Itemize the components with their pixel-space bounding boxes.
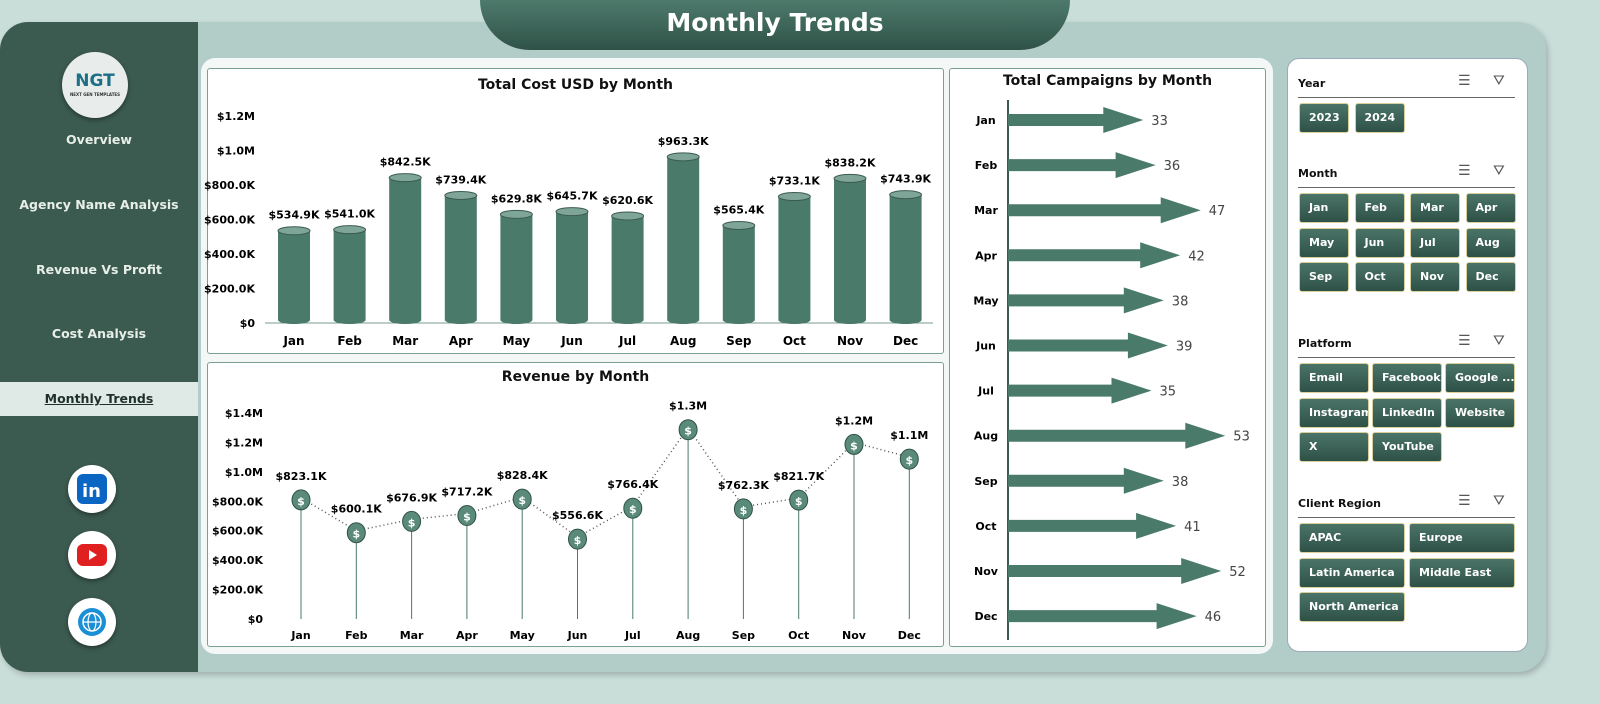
campaigns-chart-title: Total Campaigns by Month xyxy=(1002,73,1213,89)
slicer-button[interactable]: Jul xyxy=(1410,227,1460,258)
slicer-button[interactable]: LinkedIn xyxy=(1372,397,1442,428)
slicer-button[interactable]: 2024 xyxy=(1354,103,1405,133)
nav-revenue-vs-profit[interactable]: Revenue Vs Profit xyxy=(36,262,162,277)
slicer-button[interactable]: May xyxy=(1299,227,1349,258)
slicer-button[interactable]: Website xyxy=(1445,397,1515,428)
divider xyxy=(1298,187,1515,188)
slicer-title: Month xyxy=(1298,167,1338,180)
slicer-button[interactable]: Jan xyxy=(1299,193,1349,223)
slicer-button[interactable]: Jun xyxy=(1354,227,1405,258)
slicer-title: Platform xyxy=(1298,337,1352,350)
multi-select-icon[interactable]: ☰ xyxy=(1458,73,1471,89)
divider xyxy=(1298,357,1515,358)
slicer-button[interactable]: Instagram xyxy=(1299,397,1369,428)
slicer-button[interactable]: Nov xyxy=(1410,262,1460,292)
slicer-title: Client Region xyxy=(1298,497,1381,510)
divider xyxy=(1298,97,1515,98)
slicer-button[interactable]: Europe xyxy=(1409,523,1515,553)
slicer-button[interactable]: Email xyxy=(1299,363,1369,393)
page-title: Monthly Trends xyxy=(480,0,1070,50)
slicer-button[interactable]: X xyxy=(1299,432,1369,462)
slicer-button[interactable]: Aug xyxy=(1465,227,1516,258)
clear-filter-icon[interactable]: ⛛ xyxy=(1493,73,1505,89)
slicer-button[interactable]: Apr xyxy=(1465,193,1516,223)
slicer-button[interactable]: Oct xyxy=(1354,262,1405,292)
youtube-icon[interactable] xyxy=(68,531,116,579)
revenue-chart-card: Revenue by Month xyxy=(207,362,944,647)
clear-filter-icon[interactable]: ⛛ xyxy=(1493,493,1505,509)
slicer-button[interactable]: Feb xyxy=(1354,193,1405,223)
slicer-button[interactable]: Latin America xyxy=(1299,557,1405,588)
nav-overview[interactable]: Overview xyxy=(66,132,132,147)
logo: NGT NEXT GEN TEMPLATES xyxy=(62,52,128,118)
slicer-button[interactable]: APAC xyxy=(1299,523,1405,553)
logo-text: NGT xyxy=(75,71,115,91)
slicer-button[interactable]: Middle East xyxy=(1409,557,1515,588)
linkedin-icon[interactable]: in xyxy=(68,465,116,513)
slicer-button[interactable]: YouTube xyxy=(1372,432,1442,462)
slicer-button[interactable]: Facebook xyxy=(1372,363,1442,393)
clear-filter-icon[interactable]: ⛛ xyxy=(1493,333,1505,349)
slicer-button[interactable]: North America xyxy=(1299,592,1405,622)
nav-monthly-trends[interactable]: Monthly Trends xyxy=(0,382,198,416)
multi-select-icon[interactable]: ☰ xyxy=(1458,163,1471,179)
cost-chart-title: Total Cost USD by Month xyxy=(477,77,674,93)
slicer-button[interactable]: Google ... xyxy=(1445,363,1515,393)
slicer-button[interactable]: Sep xyxy=(1299,262,1349,292)
globe-icon[interactable] xyxy=(68,598,116,646)
clear-filter-icon[interactable]: ⛛ xyxy=(1493,163,1505,179)
slicer-button[interactable]: Mar xyxy=(1410,193,1460,223)
slicer-panel: Year ☰ ⛛ 2023 2024 Month ☰ ⛛ Jan Feb Mar Apr May Jun J… xyxy=(1287,58,1528,652)
sidebar: NGT NEXT GEN TEMPLATES Overview Agency Na… xyxy=(0,22,198,672)
slicer-button[interactable]: 2023 xyxy=(1299,103,1349,133)
slicer-title: Year xyxy=(1298,77,1326,90)
cost-chart-card: Total Cost USD by Month xyxy=(207,68,944,354)
multi-select-icon[interactable]: ☰ xyxy=(1458,333,1471,349)
svg-text:in: in xyxy=(82,481,101,502)
campaigns-chart-card: Total Campaigns by Month xyxy=(949,68,1266,647)
revenue-chart-title: Revenue by Month xyxy=(501,369,650,385)
logo-subtext: NEXT GEN TEMPLATES xyxy=(69,92,121,97)
nav-agency-name-analysis[interactable]: Agency Name Analysis xyxy=(19,197,179,212)
divider xyxy=(1298,517,1515,518)
nav-cost-analysis[interactable]: Cost Analysis xyxy=(51,326,147,341)
multi-select-icon[interactable]: ☰ xyxy=(1458,493,1471,509)
slicer-button[interactable]: Dec xyxy=(1465,262,1516,292)
